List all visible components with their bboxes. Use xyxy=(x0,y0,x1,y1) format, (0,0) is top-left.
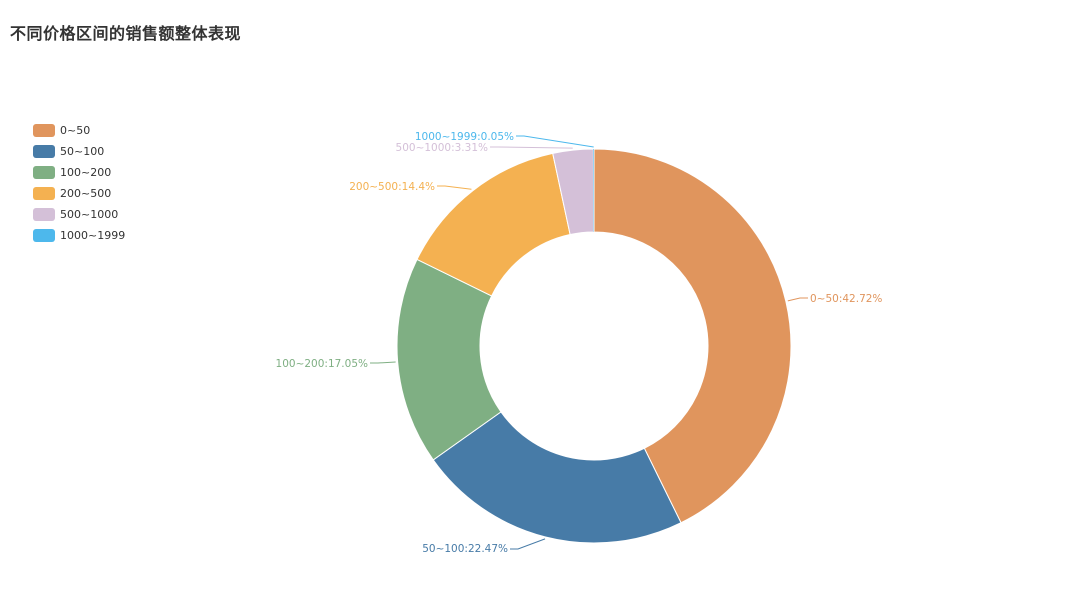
donut-slice-1[interactable] xyxy=(432,411,682,544)
donut-slice-4[interactable] xyxy=(552,148,595,236)
legend-item-2[interactable]: 100~200 xyxy=(33,162,125,183)
slice-label-5: 1000~1999:0.05% xyxy=(415,131,514,143)
legend-label: 100~200 xyxy=(60,166,112,179)
slice-label-4: 500~1000:3.31% xyxy=(396,142,488,154)
leader-line-4 xyxy=(490,146,573,149)
legend-label: 500~1000 xyxy=(60,208,119,221)
slice-label-1: 50~100:22.47% xyxy=(422,543,508,555)
legend-swatch xyxy=(33,187,55,200)
donut-slices xyxy=(396,148,792,544)
legend-swatch xyxy=(33,208,55,221)
slice-label-0: 0~50:42.72% xyxy=(810,293,882,305)
chart-title: 不同价格区间的销售额整体表现 xyxy=(10,24,242,43)
legend-item-3[interactable]: 200~500 xyxy=(33,183,125,204)
legend-item-1[interactable]: 50~100 xyxy=(33,141,125,162)
leader-line-5 xyxy=(516,135,594,148)
donut-slice-0[interactable] xyxy=(593,148,792,524)
leader-line-1 xyxy=(510,538,546,550)
legend-item-5[interactable]: 1000~1999 xyxy=(33,225,125,246)
leader-line-3 xyxy=(437,185,472,190)
label-leader-lines xyxy=(370,135,808,550)
legend-label: 0~50 xyxy=(60,124,91,137)
slice-label-3: 200~500:14.4% xyxy=(349,181,435,193)
leader-line-2 xyxy=(370,361,396,364)
donut-slice-5[interactable] xyxy=(593,149,594,233)
legend-item-4[interactable]: 500~1000 xyxy=(33,204,125,225)
legend-label: 200~500 xyxy=(60,187,112,200)
chart-legend: 0~50 50~100 100~200 200~500 500~1000 1000~199… xyxy=(33,120,125,246)
leader-line-0 xyxy=(787,297,808,302)
legend-swatch xyxy=(33,229,55,242)
slice-label-2: 100~200:17.05% xyxy=(276,358,368,370)
legend-label: 50~100 xyxy=(60,145,105,158)
slice-labels: 0~50:42.72% 50~100:22.47% 100~200:17.05% 20… xyxy=(276,131,883,555)
legend-label: 1000~1999 xyxy=(60,229,126,242)
legend-swatch xyxy=(33,166,55,179)
legend-swatch xyxy=(33,124,55,137)
donut-slice-2[interactable] xyxy=(396,258,502,461)
legend-swatch xyxy=(33,145,55,158)
legend-item-0[interactable]: 0~50 xyxy=(33,120,125,141)
